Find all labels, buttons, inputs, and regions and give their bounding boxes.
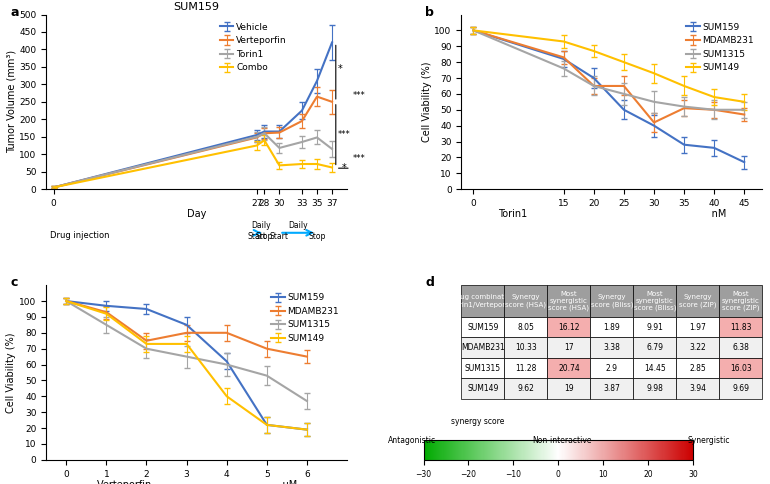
Text: ***: *** — [353, 91, 365, 100]
Text: Daily: Daily — [289, 221, 308, 230]
Title: SUM159: SUM159 — [174, 2, 219, 13]
Text: synergy score: synergy score — [450, 417, 504, 425]
Text: ***: *** — [353, 154, 365, 163]
Y-axis label: Cell Viability (%): Cell Viability (%) — [422, 61, 432, 142]
Text: c: c — [10, 276, 18, 289]
Text: Stop: Stop — [256, 232, 273, 241]
Text: a: a — [10, 6, 18, 19]
Text: *: * — [342, 163, 346, 173]
Text: d: d — [425, 276, 434, 289]
X-axis label: Day: Day — [187, 209, 206, 219]
Text: *: * — [337, 64, 342, 74]
Text: Start: Start — [247, 232, 266, 241]
Text: b: b — [425, 6, 434, 19]
Text: Non-interactive: Non-interactive — [532, 436, 592, 445]
Legend: SUM159, MDAMB231, SUM1315, SUM149: SUM159, MDAMB231, SUM1315, SUM149 — [683, 19, 758, 76]
Text: Synergistic: Synergistic — [687, 436, 730, 445]
Text: ***: *** — [337, 130, 350, 139]
Text: Antagonistic: Antagonistic — [388, 436, 436, 445]
Y-axis label: Cell Viability (%): Cell Viability (%) — [6, 332, 16, 413]
Text: Daily: Daily — [251, 221, 270, 230]
Legend: SUM159, MDAMB231, SUM1315, SUM149: SUM159, MDAMB231, SUM1315, SUM149 — [267, 290, 343, 347]
Text: Drug injection: Drug injection — [50, 231, 109, 240]
Legend: Vehicle, Verteporfin, Torin1, Combo: Vehicle, Verteporfin, Torin1, Combo — [216, 19, 290, 76]
Text: Stop: Stop — [308, 232, 326, 241]
Y-axis label: Tumor Volume (mm³): Tumor Volume (mm³) — [6, 50, 16, 153]
Text: Start: Start — [270, 232, 289, 241]
X-axis label: Torin1                                                           nM: Torin1 nM — [497, 209, 726, 219]
X-axis label: Verteporfin                                          μM: Verteporfin μM — [96, 480, 296, 484]
